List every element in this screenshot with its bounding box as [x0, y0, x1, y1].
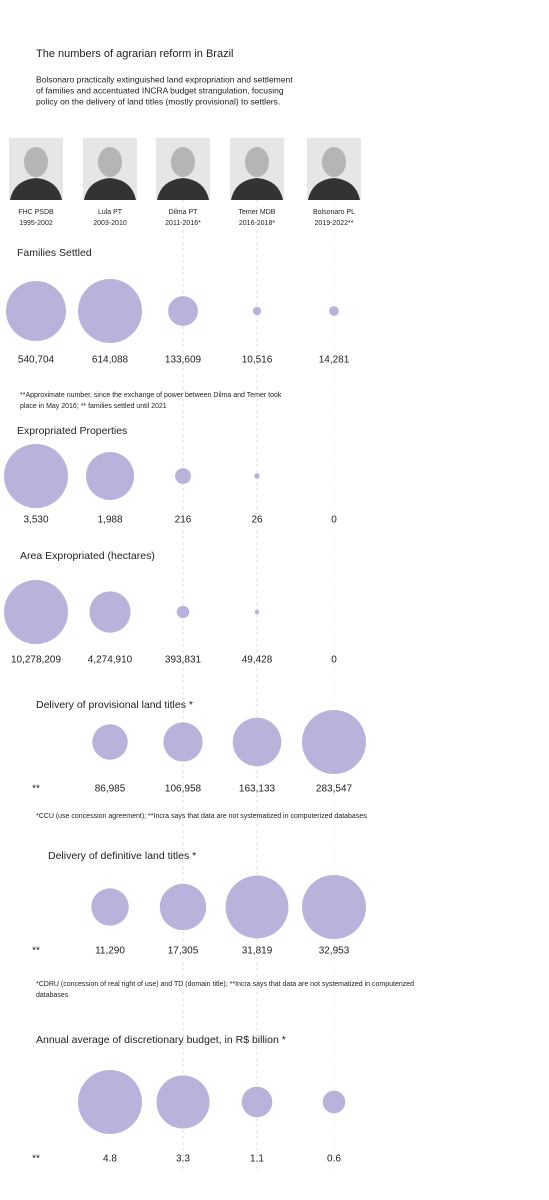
value-label: 393,831	[165, 655, 202, 666]
portrait-body	[231, 178, 283, 200]
president-name: Dilma PT	[169, 209, 199, 216]
bubble	[225, 875, 289, 939]
bubble	[254, 473, 260, 479]
president-years: 2016-2018*	[239, 220, 275, 227]
bubble	[329, 306, 339, 316]
footnote: *CCU (use concession agreement); **Incra…	[36, 813, 367, 820]
title: The numbers of agrarian reform in Brazil	[36, 48, 233, 60]
bubble	[163, 722, 203, 762]
bubble	[78, 1070, 142, 1134]
value-label: 540,704	[18, 355, 55, 366]
value-label: 3.3	[176, 1154, 190, 1165]
bubble	[5, 280, 67, 342]
bubble	[232, 717, 282, 767]
value-label: 49,428	[242, 655, 273, 666]
value-label: 11,290	[95, 946, 125, 957]
value-label: **	[32, 784, 40, 795]
portrait-body	[157, 178, 209, 200]
bubble	[241, 1086, 273, 1118]
bubble	[159, 883, 207, 931]
value-label: 1.1	[250, 1154, 264, 1165]
bubble	[168, 296, 198, 326]
president-name: Bolsonaro PL	[313, 209, 355, 216]
president-years: 2011-2016*	[165, 220, 201, 227]
bubble	[254, 609, 260, 615]
portrait-head	[322, 147, 346, 177]
section-title: Delivery of provisional land titles *	[36, 699, 193, 711]
bubble	[89, 591, 131, 633]
section-title: Expropriated Properties	[17, 425, 127, 437]
portrait-head	[171, 147, 195, 177]
bubble	[4, 444, 68, 508]
bubble	[322, 1090, 346, 1114]
subtitle-line: Bolsonaro practically extinguished land …	[36, 74, 293, 84]
section-title: Families Settled	[17, 247, 92, 259]
footnote: *CDRU (concession of real right of use) …	[36, 981, 414, 988]
footnote: **Approximate number, since the exchange…	[20, 392, 282, 399]
value-label: 26	[251, 515, 263, 526]
section-title: Annual average of discretionary budget, …	[36, 1034, 286, 1046]
subtitle-line: policy on the delivery of land titles (m…	[36, 96, 280, 106]
value-label: 283,547	[316, 784, 353, 795]
bubble	[85, 451, 135, 501]
bubble	[175, 468, 191, 484]
portrait-body	[84, 178, 136, 200]
value-label: 14,281	[319, 355, 350, 366]
value-label: 17,305	[168, 946, 199, 957]
portrait-head	[245, 147, 269, 177]
bubble	[92, 724, 128, 760]
value-label: 133,609	[165, 355, 202, 366]
value-label: 106,958	[165, 784, 202, 795]
section-title: Delivery of definitive land titles *	[48, 850, 196, 862]
value-label: 0	[331, 655, 337, 666]
footnote: place in May 2016; ** families settled u…	[20, 403, 167, 410]
value-label: 10,278,209	[11, 655, 61, 666]
portrait-body	[10, 178, 62, 200]
value-label: 31,819	[242, 946, 273, 957]
president-years: 1995-2002	[19, 220, 53, 227]
value-label: 3,530	[23, 515, 48, 526]
portrait-head	[98, 147, 122, 177]
bubble	[4, 580, 68, 644]
president-years: 2003-2010	[93, 220, 127, 227]
value-label: 10,516	[242, 355, 273, 366]
president-name: Lula PT	[98, 209, 123, 216]
portrait-body	[308, 178, 360, 200]
subtitle-line: of families and accentuated INCRA budget…	[36, 85, 284, 95]
value-label: 0.6	[327, 1154, 341, 1165]
bubble	[176, 605, 190, 619]
value-label: 163,133	[239, 784, 276, 795]
president-name: Temer MDB	[239, 209, 276, 216]
bubble	[78, 279, 142, 343]
footnote: databases	[36, 992, 69, 999]
president-name: FHC PSDB	[18, 209, 54, 216]
value-label: 86,985	[95, 784, 126, 795]
bubble	[302, 875, 366, 939]
value-label: 4,274,910	[88, 655, 133, 666]
portrait-head	[24, 147, 48, 177]
value-label: **	[32, 946, 40, 957]
value-label: 4.8	[103, 1154, 117, 1165]
bubble	[156, 1075, 210, 1129]
bubble	[91, 888, 129, 926]
bubble	[252, 306, 262, 316]
value-label: 216	[175, 515, 192, 526]
value-label: **	[32, 1154, 40, 1165]
value-label: 1,988	[97, 515, 122, 526]
president-years: 2019-2022**	[315, 220, 354, 227]
value-label: 0	[331, 515, 337, 526]
section-title: Area Expropriated (hectares)	[20, 550, 155, 562]
value-label: 614,088	[92, 355, 129, 366]
bubble	[302, 710, 366, 774]
value-label: 32,953	[319, 946, 350, 957]
